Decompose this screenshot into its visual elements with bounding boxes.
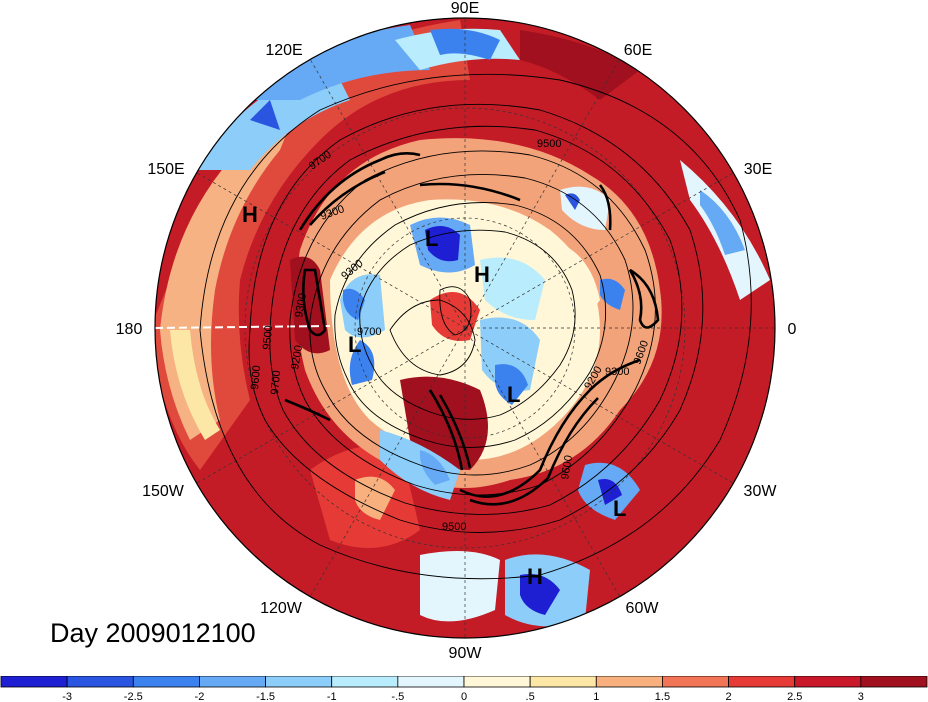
colorbar-box <box>66 676 134 688</box>
jet-contours <box>284 152 660 506</box>
pressure-marker-low: L <box>507 382 520 407</box>
colorbar-box <box>265 676 333 688</box>
colorbar-box <box>728 676 796 688</box>
longitude-label-30w: 30W <box>744 483 778 500</box>
contour-label: 9300 <box>293 292 309 318</box>
colorbar-tick-labels: -3 -2.5 -2 -1.5 -1 -.5 0 .5 1 1.5 2 2.5 3 <box>62 691 864 702</box>
colorbar: -3 -2.5 -2 -1.5 -1 -.5 0 .5 1 1.5 2 2.5 3 <box>0 676 928 702</box>
colorbar-tick-label: -1.5 <box>256 691 275 702</box>
longitude-label-90e: 90E <box>451 0 479 17</box>
colorbar-boxes <box>0 676 928 688</box>
longitude-label-30e: 30E <box>744 161 772 178</box>
contour-label: 9700 <box>269 370 283 395</box>
colorbar-box <box>662 676 729 688</box>
longitude-label-120e: 120E <box>265 42 302 59</box>
longitude-label-60w: 60W <box>626 600 660 617</box>
pressure-marker-low: L <box>425 226 438 251</box>
colorbar-box <box>595 676 663 688</box>
pressure-marker-low: L <box>613 496 626 521</box>
contour-label: 9500 <box>537 138 561 150</box>
colorbar-box <box>397 676 465 688</box>
colorbar-box <box>331 676 399 688</box>
contour-label: 9500 <box>442 521 466 533</box>
colorbar-box <box>463 676 531 688</box>
contour-label: 9200 <box>289 344 305 370</box>
pressure-marker-low: L <box>348 332 361 357</box>
colorbar-tick-label: 3 <box>858 691 864 702</box>
contour-label: 9600 <box>249 365 263 390</box>
pressure-marker-high: H <box>242 202 258 227</box>
colorbar-box <box>132 676 200 688</box>
longitude-labels: 90E 60E 30E 0 30W 60W 90W 120W 150W 180 … <box>116 0 797 662</box>
colorbar-tick-label: 1 <box>593 691 599 702</box>
colorbar-tick-label: -3 <box>62 691 72 702</box>
longitude-label-180: 180 <box>116 321 143 338</box>
contour-label: 9700 <box>357 326 381 338</box>
colorbar-tick-label: 2.5 <box>787 691 802 702</box>
colorbar-tick-label: 1.5 <box>655 691 670 702</box>
height-contours <box>199 73 752 580</box>
longitude-label-0: 0 <box>788 321 797 338</box>
colorbar-box <box>794 676 862 688</box>
colorbar-tick-label: -1 <box>327 691 337 702</box>
colorbar-box <box>199 676 266 688</box>
colorbar-tick-label: .5 <box>526 691 535 702</box>
pressure-system-markers: H L H L L L H <box>242 202 626 589</box>
colorbar-box <box>860 676 928 688</box>
map-title: Day 2009012100 <box>50 618 256 648</box>
colorbar-tick-label: 0 <box>461 691 467 702</box>
map-border <box>154 17 776 639</box>
colorbar-tick-label: -2.5 <box>124 691 143 702</box>
colorbar-box <box>529 676 597 688</box>
dateline <box>154 325 331 329</box>
longitude-label-150w: 150W <box>142 483 185 500</box>
contour-label: 9500 <box>261 325 275 350</box>
longitude-label-90w: 90W <box>449 645 483 662</box>
contour-label: 9300 <box>605 366 629 378</box>
pressure-marker-high: H <box>527 564 543 589</box>
longitude-label-120w: 120W <box>260 600 303 617</box>
colorbar-tick-label: 2 <box>726 691 732 702</box>
polar-stereographic-map: 9700 9500 9300 9200 9300 9300 9500 9600 … <box>116 0 797 662</box>
contour-label: 9600 <box>559 454 575 480</box>
longitude-label-150e: 150E <box>147 161 184 178</box>
colorbar-box <box>0 676 68 688</box>
colorbar-tick-label: -.5 <box>391 691 404 702</box>
colorbar-tick-label: -2 <box>195 691 205 702</box>
pressure-marker-high: H <box>474 262 490 287</box>
longitude-label-60e: 60E <box>624 42 652 59</box>
